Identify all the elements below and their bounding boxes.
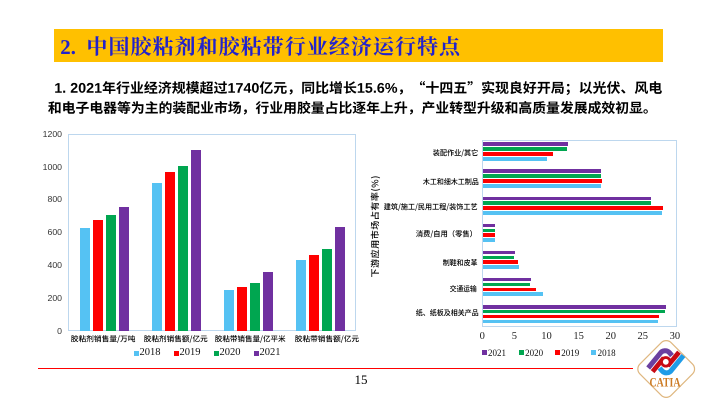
svg-text:CATIA: CATIA [650, 376, 681, 390]
